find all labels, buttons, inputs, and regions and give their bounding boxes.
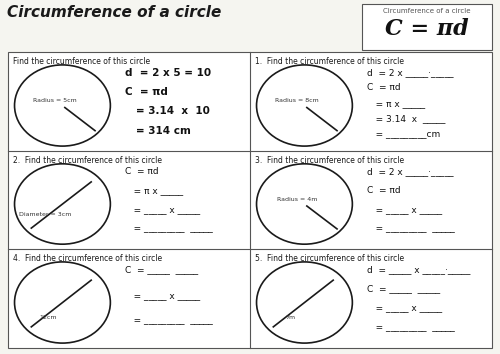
Text: Radius = 8cm: Radius = 8cm (276, 98, 319, 103)
Text: d  = 2 x 5 = 10: d = 2 x 5 = 10 (125, 68, 211, 78)
Text: = 3.14  x  10: = 3.14 x 10 (125, 107, 210, 116)
Text: d  = 2 x _____·_____: d = 2 x _____·_____ (367, 68, 454, 77)
Text: Circumference of a circle: Circumference of a circle (7, 5, 222, 20)
Text: Circumference of a circle: Circumference of a circle (384, 8, 471, 14)
Text: = _____ x _____: = _____ x _____ (367, 205, 442, 214)
Text: Find the circumference of this circle: Find the circumference of this circle (13, 57, 150, 66)
Text: C = πd: C = πd (385, 18, 469, 40)
Text: 12cm: 12cm (40, 315, 57, 320)
Text: = π x _____: = π x _____ (125, 186, 183, 195)
Text: 2.  Find the circumference of this circle: 2. Find the circumference of this circle (13, 156, 162, 165)
Text: = π x _____: = π x _____ (367, 99, 425, 108)
Text: C  = _____  _____: C = _____ _____ (367, 284, 440, 293)
Text: = _________cm: = _________cm (367, 130, 440, 139)
Text: = _________  _____: = _________ _____ (367, 224, 454, 233)
Text: 7m: 7m (285, 315, 295, 320)
Text: = 3.14  x  _____: = 3.14 x _____ (367, 114, 446, 123)
Text: 1.  Find the circumference of this circle: 1. Find the circumference of this circle (255, 57, 404, 66)
Text: C  = πd: C = πd (125, 167, 158, 176)
Text: C  = πd: C = πd (125, 87, 168, 97)
Text: C  = πd: C = πd (367, 84, 400, 92)
Text: = _____ x _____: = _____ x _____ (125, 205, 200, 214)
FancyBboxPatch shape (8, 52, 492, 348)
FancyBboxPatch shape (362, 4, 492, 50)
Text: C  = πd: C = πd (367, 186, 400, 195)
Text: C  = _____  _____: C = _____ _____ (125, 265, 198, 274)
Text: = 314 cm: = 314 cm (125, 126, 191, 136)
Text: = _________  _____: = _________ _____ (125, 316, 212, 325)
Text: Radius = 5cm: Radius = 5cm (34, 98, 77, 103)
Text: = _________  _____: = _________ _____ (367, 323, 454, 332)
Text: = _________  _____: = _________ _____ (125, 224, 212, 233)
Text: = _____ x _____: = _____ x _____ (367, 303, 442, 313)
Text: = _____ x _____: = _____ x _____ (125, 291, 200, 300)
Text: d  = 2 x _____·_____: d = 2 x _____·_____ (367, 167, 454, 176)
Text: Diameter = 3cm: Diameter = 3cm (20, 212, 72, 217)
Text: d  = _____ x _____·_____: d = _____ x _____·_____ (367, 265, 470, 274)
Text: 5.  Find the circumference of this circle: 5. Find the circumference of this circle (255, 254, 404, 263)
Text: 3.  Find the circumference of this circle: 3. Find the circumference of this circle (255, 156, 404, 165)
Text: Radius = 4m: Radius = 4m (277, 197, 318, 202)
Text: 4.  Find the circumference of this circle: 4. Find the circumference of this circle (13, 254, 162, 263)
